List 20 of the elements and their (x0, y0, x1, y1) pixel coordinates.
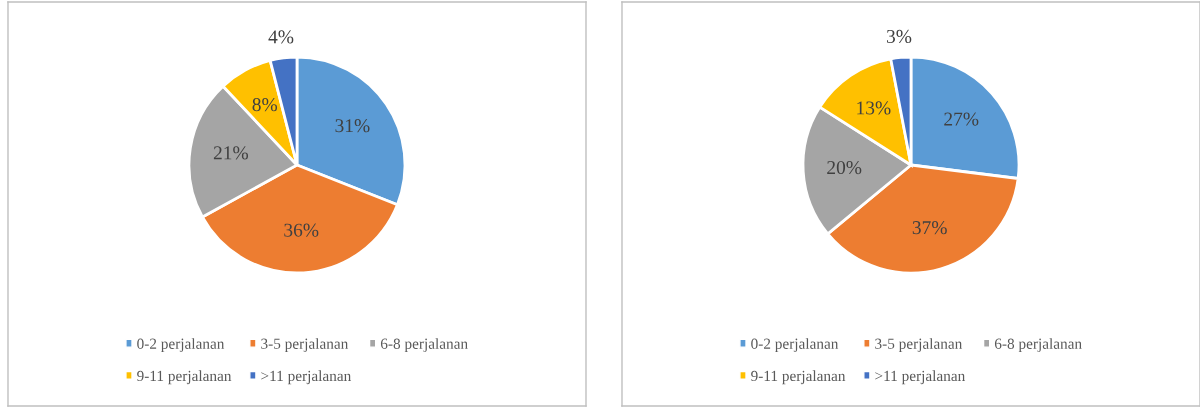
legend-label: 3-5 perjalanan (875, 338, 963, 352)
data-label: 13% (857, 101, 891, 115)
data-label: 36% (284, 223, 319, 237)
data-label: 8% (252, 98, 278, 112)
data-label: 37% (912, 221, 947, 235)
legend-label: 9-11 perjalanan (751, 370, 846, 385)
legend-label: >11 perjalanan (261, 370, 352, 385)
data-label: 21% (213, 146, 249, 160)
data-label: 4% (268, 30, 294, 44)
legend-label: 6-8 perjalanan (994, 338, 1082, 352)
data-label: 20% (827, 160, 862, 175)
legend-label: >11 perjalanan (875, 370, 966, 385)
data-label: 31% (335, 119, 370, 133)
legend-label: 0-2 perjalanan (137, 338, 225, 352)
legend-label: 6-8 perjalanan (380, 338, 468, 352)
data-label: 3% (886, 29, 912, 44)
legend-label: 9-11 perjalanan (137, 370, 232, 385)
legend-label: 3-5 perjalanan (261, 338, 349, 352)
legend-label: 0-2 perjalanan (751, 338, 839, 352)
data-label: 27% (944, 112, 979, 126)
